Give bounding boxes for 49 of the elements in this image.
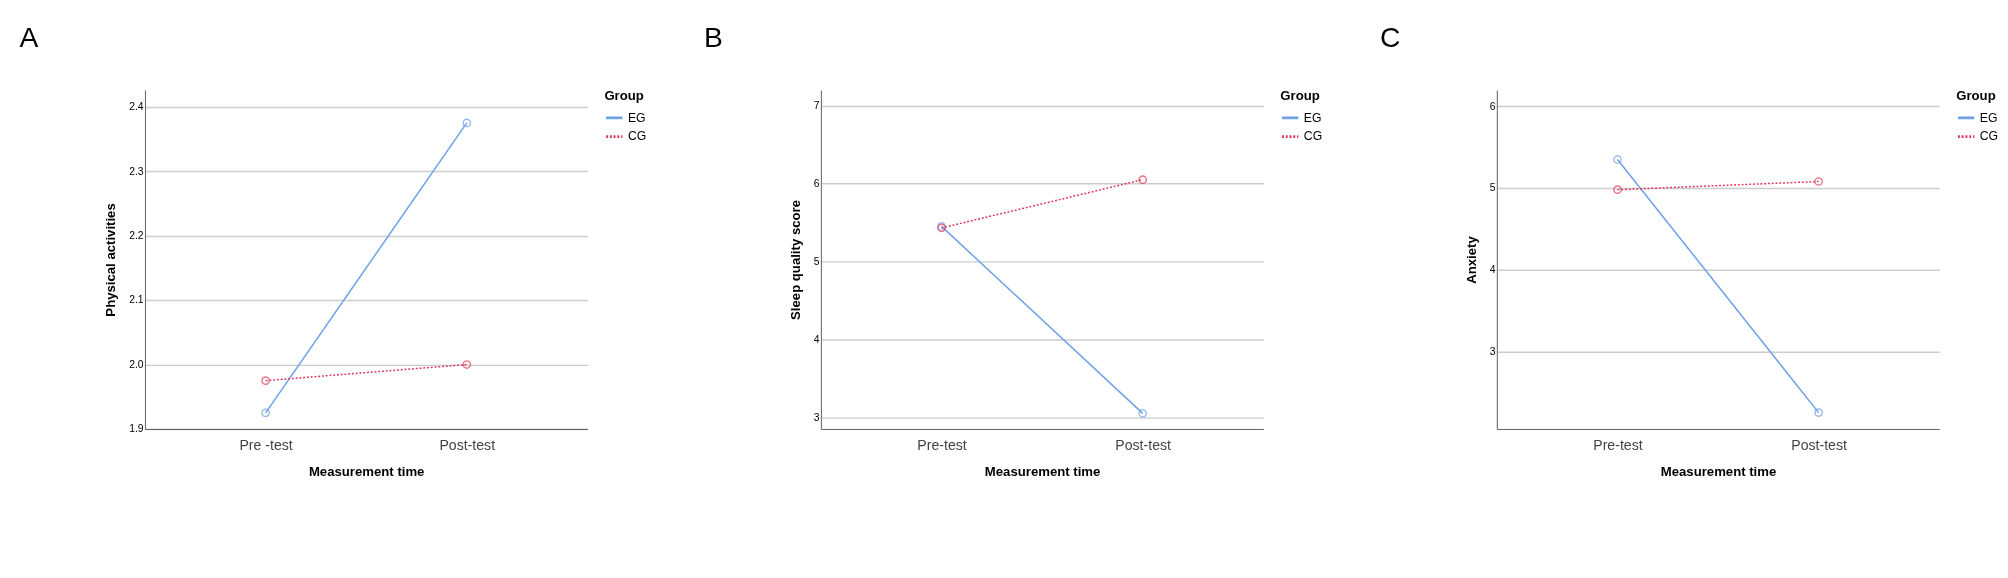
y-tick-label: 7 bbox=[813, 99, 820, 111]
legend-label: EG bbox=[1303, 110, 1322, 125]
legend-label: EG bbox=[627, 110, 646, 125]
point bbox=[1613, 185, 1622, 195]
point bbox=[1138, 409, 1148, 418]
legend-label: CG bbox=[1303, 129, 1323, 144]
legend-title: Group bbox=[1280, 88, 1320, 104]
point bbox=[1138, 175, 1148, 184]
y-tick-label: 1.9 bbox=[129, 423, 144, 435]
y-tick-label: 3 bbox=[1489, 345, 1496, 357]
y-tick-label: 6 bbox=[1489, 100, 1496, 112]
point bbox=[462, 360, 472, 369]
chart-title: A bbox=[19, 20, 39, 53]
x-tick-label: Pre-test bbox=[1593, 437, 1643, 454]
y-tick-label: 6 bbox=[813, 177, 820, 189]
legend-label: EG bbox=[1979, 110, 1998, 125]
x-axis-title: Measurement time bbox=[1660, 464, 1777, 480]
legend-title: Group bbox=[604, 88, 644, 104]
legend-label: CG bbox=[627, 129, 647, 144]
y-tick-label: 2.2 bbox=[129, 229, 144, 241]
legend-title: Group bbox=[1956, 88, 1996, 104]
point bbox=[261, 376, 270, 385]
y-tick-label: 5 bbox=[1489, 182, 1496, 194]
y-tick-label: 2.3 bbox=[129, 165, 144, 177]
x-tick-label: Pre-test bbox=[917, 437, 967, 454]
y-axis-title: Physical activities bbox=[103, 203, 119, 317]
chart-title: B bbox=[704, 20, 723, 53]
y-axis-title: Sleep quality score bbox=[787, 200, 803, 320]
point bbox=[1814, 177, 1823, 186]
y-axis-title: Anxiety bbox=[1463, 235, 1479, 284]
x-tick-label: Post-test bbox=[1115, 437, 1172, 454]
x-axis-title: Measurement time bbox=[984, 464, 1101, 480]
y-tick-label: 2.0 bbox=[129, 358, 144, 370]
point bbox=[1613, 155, 1622, 164]
point bbox=[462, 118, 472, 128]
y-tick-label: 2.1 bbox=[129, 294, 144, 306]
x-tick-label: Post-test bbox=[1791, 437, 1847, 454]
legend-label: CG bbox=[1979, 129, 1999, 144]
y-tick-label: 4 bbox=[813, 333, 820, 345]
y-tick-label: 5 bbox=[813, 255, 820, 267]
x-axis-title: Measurement time bbox=[308, 464, 425, 480]
chart-title: C bbox=[1379, 20, 1401, 53]
point bbox=[1814, 408, 1823, 417]
x-tick-label: Pre -test bbox=[239, 437, 293, 454]
point bbox=[261, 408, 270, 418]
x-tick-label: Post-test bbox=[439, 437, 496, 454]
y-tick-label: 3 bbox=[813, 411, 820, 423]
y-tick-label: 4 bbox=[1489, 264, 1496, 275]
y-tick-label: 2.4 bbox=[129, 101, 144, 113]
